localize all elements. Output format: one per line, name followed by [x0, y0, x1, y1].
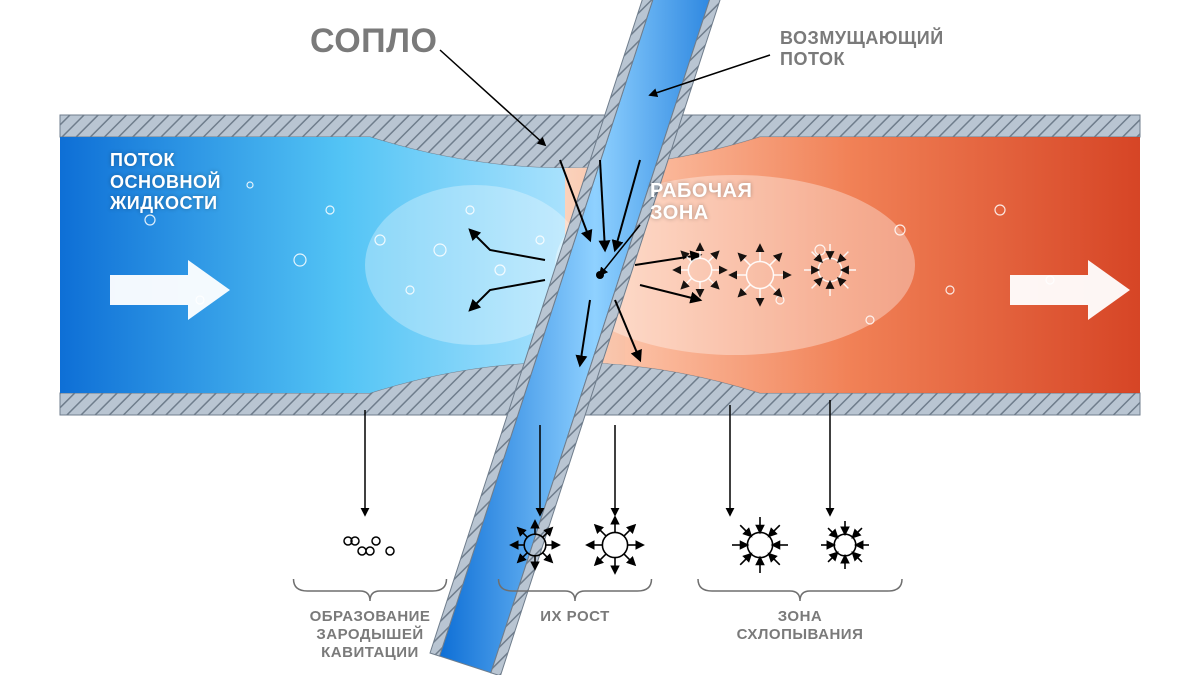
- brace-icon: [294, 579, 447, 601]
- diagram-svg: [0, 0, 1200, 675]
- legend-label-growth: ИХ РОСТ: [485, 608, 665, 625]
- nucleation-icon: [366, 547, 374, 555]
- nucleation-icon: [386, 547, 394, 555]
- label-nozzle: СОПЛО: [310, 22, 437, 61]
- label-work-zone: РАБОЧАЯ ЗОНА: [650, 180, 752, 224]
- diagram-root: СОПЛО ВОЗМУЩАЮЩИЙ ПОТОК ПОТОК ОСНОВНОЙ Ж…: [0, 0, 1200, 675]
- legend-label-nucleation: ОБРАЗОВАНИЕ ЗАРОДЫШЕЙ КАВИТАЦИИ: [280, 608, 460, 662]
- brace-icon: [698, 579, 902, 601]
- label-disturbing-flow: ВОЗМУЩАЮЩИЙ ПОТОК: [780, 28, 944, 69]
- label-main-flow: ПОТОК ОСНОВНОЙ ЖИДКОСТИ: [110, 150, 221, 215]
- nucleation-icon: [358, 547, 366, 555]
- nucleation-icon: [372, 537, 380, 545]
- legend-label-collapse: ЗОНА СХЛОПЫВАНИЯ: [680, 608, 920, 644]
